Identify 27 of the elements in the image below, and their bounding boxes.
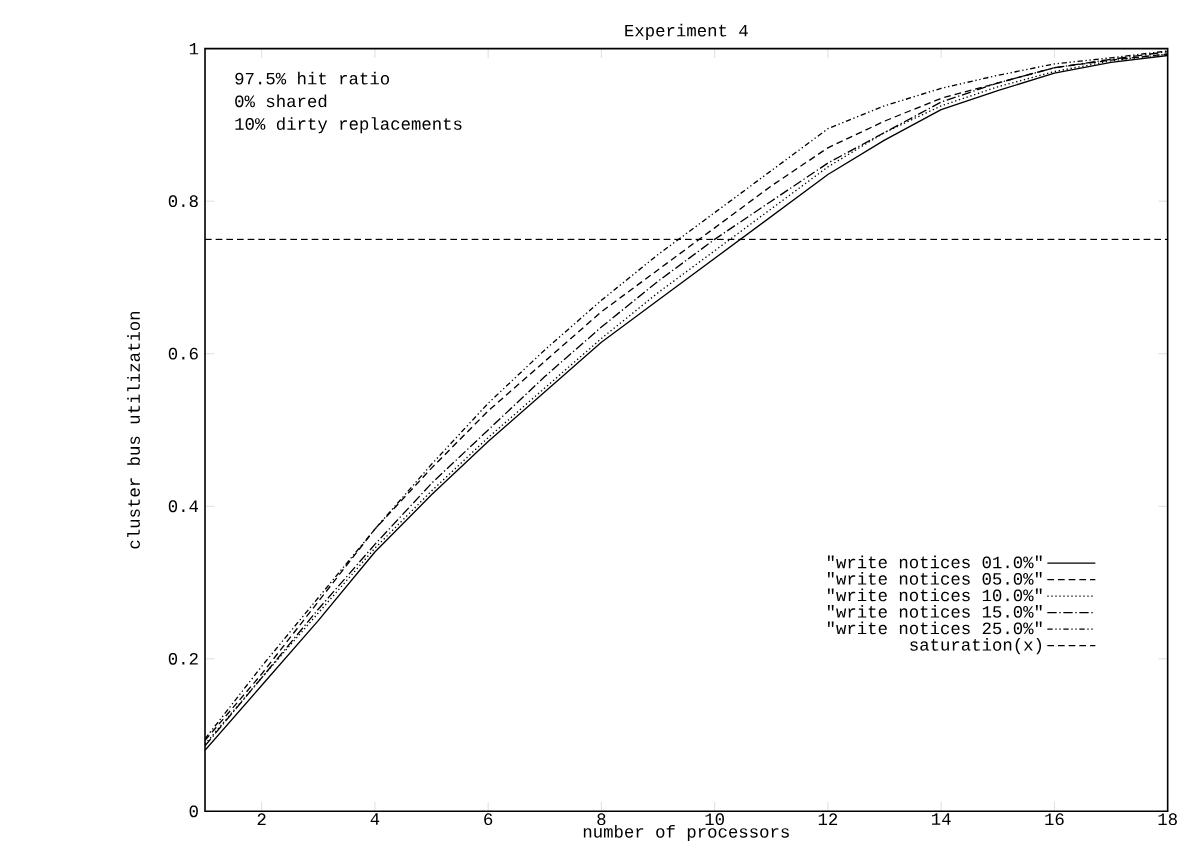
legend-label: "write notices 10.0%" — [827, 588, 1042, 602]
x-tick-label: 16 — [1045, 813, 1064, 826]
y-tick-label: 1 — [189, 42, 199, 55]
chart-title: Experiment 4 — [625, 23, 748, 40]
y-tick-label: 0.2 — [168, 652, 198, 665]
y-tick-label: 0.6 — [168, 347, 198, 360]
x-tick-label: 6 — [484, 813, 493, 826]
x-tick-label: 12 — [818, 813, 838, 825]
legend-label: "write notices 01.0%" — [827, 555, 1042, 569]
y-axis-title: cluster bus utilization — [127, 311, 140, 549]
x-tick-label: 2 — [257, 813, 266, 825]
legend-label: "write notices 05.0%" — [827, 572, 1042, 585]
annotation: 97.5% hit ratio — [235, 71, 390, 85]
x-axis-title: number of processors — [583, 824, 789, 842]
y-tick-label: 0.8 — [168, 195, 198, 208]
x-tick-label: 14 — [932, 813, 951, 825]
legend-label: "write notices 25.0%" — [827, 621, 1042, 635]
annotation: 0% shared — [235, 94, 327, 108]
x-tick-label: 18 — [1158, 813, 1177, 826]
annotation: 10% dirty replacements — [235, 117, 462, 134]
x-tick-label: 8 — [597, 813, 606, 826]
x-tick-label: 10 — [705, 813, 724, 826]
x-tick-label: 4 — [370, 813, 380, 825]
legend-label: saturation(x) — [910, 638, 1042, 655]
legend-label: "write notices 15.0%" — [827, 605, 1042, 618]
y-tick-label: 0 — [189, 805, 198, 818]
y-tick-label: 0.4 — [168, 500, 199, 513]
